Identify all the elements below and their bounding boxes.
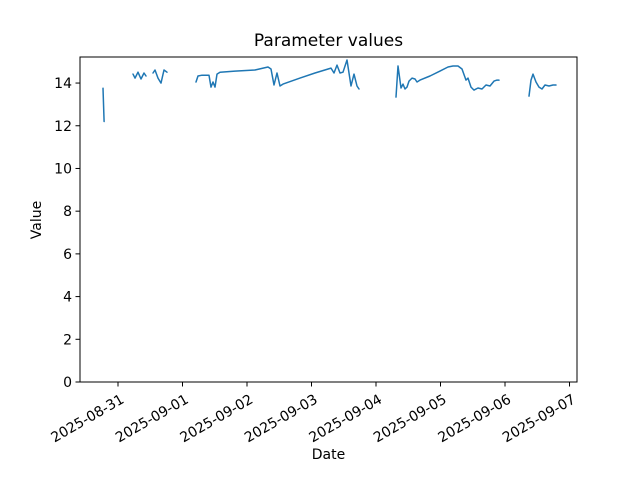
- y-tick-label: 14: [54, 76, 72, 92]
- y-tick-label: 0: [63, 375, 72, 391]
- y-tick-label: 6: [63, 247, 72, 263]
- y-tick-label: 10: [54, 161, 72, 177]
- y-tick-label: 12: [54, 119, 72, 135]
- data-line-segment: [102, 87, 105, 123]
- chart-title: Parameter values: [254, 31, 403, 51]
- y-tick-label: 8: [63, 204, 72, 220]
- data-line-segment: [132, 71, 147, 80]
- plot-border: [79, 56, 578, 383]
- data-line-segment: [152, 69, 168, 84]
- data-line-segment: [195, 59, 360, 90]
- data-line-segment: [528, 73, 557, 97]
- y-tick-label: 2: [63, 332, 72, 348]
- data-line-segment: [395, 65, 500, 98]
- x-axis-label: Date: [312, 447, 345, 463]
- y-axis-label: Value: [29, 201, 45, 239]
- x-tick-label: 2025-09-07: [500, 392, 578, 447]
- y-tick-label: 4: [63, 290, 72, 306]
